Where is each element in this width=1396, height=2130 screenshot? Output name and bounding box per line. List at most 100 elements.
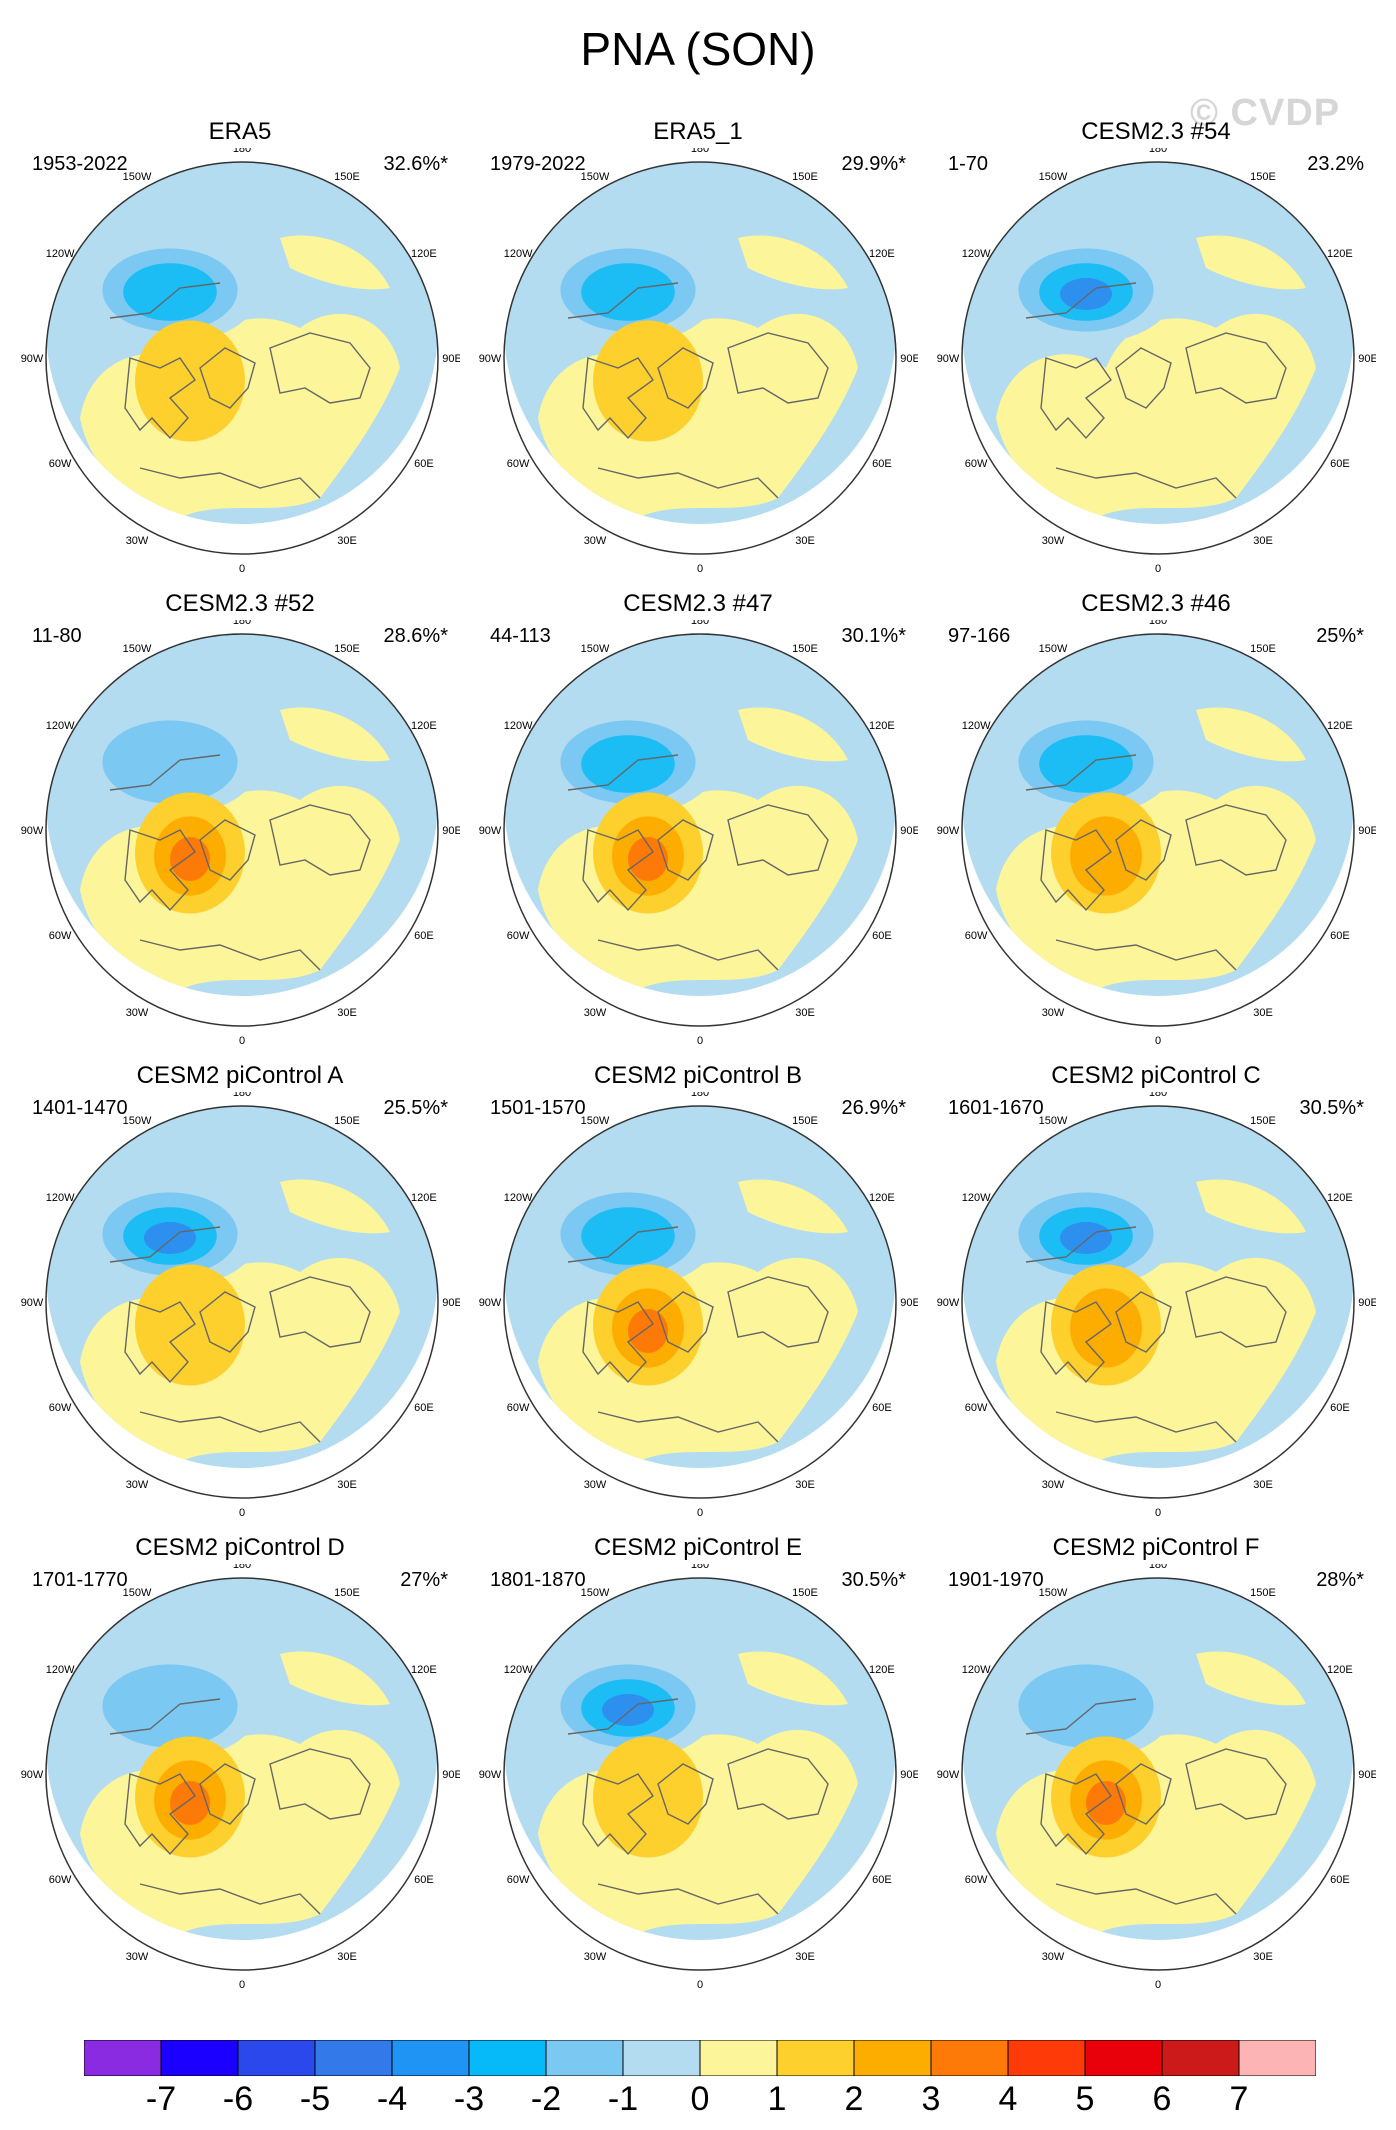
coastline — [567, 282, 679, 319]
positive-contour — [628, 1309, 668, 1353]
colorbar-tick-label: -4 — [376, 2080, 408, 2118]
negative-contour — [1060, 1222, 1112, 1254]
longitude-label: 30W — [126, 535, 149, 547]
longitude-label: 90W — [937, 353, 960, 365]
coastline — [1040, 1773, 1112, 1856]
positive-contour — [135, 1264, 245, 1386]
coastline — [269, 1748, 371, 1820]
coastline — [199, 1763, 256, 1825]
longitude-label: 180 — [691, 148, 709, 155]
map-boundary — [45, 161, 439, 555]
positive-region — [1196, 707, 1306, 762]
polar-map: 180 150W 150E 120W 120E 90W 90E 60W 60E 30W 30E 0 — [937, 1564, 1376, 1991]
longitude-label: 180 — [1149, 620, 1167, 627]
longitude-label: 60E — [1330, 930, 1350, 942]
colorbar-swatch — [1007, 2040, 1086, 2076]
map-panel: CESM2 piControl C 1601-1670 30.5%* 180 150W 1… — [936, 1062, 1376, 1522]
panel-period: 1501-1570 — [490, 1097, 586, 1119]
longitude-label: 90E — [900, 825, 918, 837]
longitude-label: 150W — [581, 1115, 610, 1127]
longitude-label: 30E — [795, 1479, 815, 1491]
coastline — [657, 819, 714, 881]
panel-title: CESM2 piControl E — [593, 1534, 803, 1561]
longitude-label: 60E — [414, 458, 434, 470]
negative-contour — [123, 263, 217, 321]
panel-percent-variance: 32.6%* — [383, 153, 449, 175]
longitude-label: 90E — [1358, 1297, 1376, 1309]
longitude-label: 0 — [1155, 1035, 1161, 1047]
coastline — [1040, 1301, 1112, 1384]
coastline — [582, 357, 654, 440]
longitude-label: 30E — [1253, 1007, 1273, 1019]
longitude-label: 90E — [1358, 825, 1376, 837]
longitude-label: 60W — [49, 1402, 72, 1414]
map-boundary — [45, 1577, 439, 1971]
coastline — [582, 829, 654, 912]
negative-contour — [1060, 278, 1112, 310]
longitude-label: 60E — [414, 1402, 434, 1414]
panel-title: CESM2.3 #47 — [623, 590, 773, 617]
coastline — [582, 1301, 654, 1384]
longitude-label: 60E — [1330, 1402, 1350, 1414]
coastline — [199, 819, 256, 881]
longitude-label: 150W — [123, 643, 152, 655]
longitude-label: 90W — [21, 353, 44, 365]
panel-period: 1-70 — [948, 153, 989, 175]
coastline — [1185, 804, 1287, 876]
coastline — [109, 1698, 221, 1735]
coastline — [124, 1301, 196, 1384]
longitude-label: 180 — [233, 620, 251, 627]
map-field — [46, 634, 438, 996]
panel-period: 1401-1470 — [32, 1097, 128, 1119]
positive-region — [738, 1179, 848, 1234]
panel-percent-variance: 25%* — [1316, 625, 1364, 647]
colorbar-swatch — [545, 2040, 624, 2076]
map-field — [962, 1106, 1354, 1468]
map-boundary — [503, 1105, 897, 1499]
map-field — [46, 1578, 438, 1940]
map-field — [46, 162, 438, 524]
coastline — [109, 1226, 221, 1263]
longitude-label: 120E — [1327, 248, 1353, 260]
longitude-label: 90W — [479, 825, 502, 837]
map-panel: CESM2 piControl B 1501-1570 26.9%* 180 150W 1… — [478, 1062, 918, 1522]
colorbar-swatch — [699, 2040, 778, 2076]
longitude-label: 120E — [869, 720, 895, 732]
longitude-label: 60W — [49, 930, 72, 942]
panel-percent-variance: 29.9%* — [841, 153, 907, 175]
longitude-label: 60W — [507, 458, 530, 470]
panel-period: 1701-1770 — [32, 1569, 128, 1591]
panel-percent-variance: 30.1%* — [841, 625, 907, 647]
colorbar-swatch — [160, 2040, 239, 2076]
longitude-label: 60W — [965, 1402, 988, 1414]
longitude-label: 150E — [334, 1587, 360, 1599]
longitude-label: 30W — [584, 535, 607, 547]
panel-period: 1901-1970 — [948, 1569, 1044, 1591]
coastline — [1040, 829, 1112, 912]
longitude-label: 90W — [937, 1297, 960, 1309]
longitude-label: 180 — [233, 148, 251, 155]
longitude-label: 60E — [872, 458, 892, 470]
polar-map: 180 150W 150E 120W 120E 90W 90E 60W 60E 30W 30E 0 — [21, 1092, 460, 1519]
map-boundary — [961, 633, 1355, 1027]
panel-title: CESM2.3 #52 — [165, 590, 315, 617]
longitude-label: 30W — [1042, 535, 1065, 547]
longitude-label: 30W — [584, 1007, 607, 1019]
longitude-label: 120W — [46, 720, 75, 732]
longitude-label: 60W — [965, 930, 988, 942]
longitude-label: 30E — [795, 1951, 815, 1963]
map-panel: CESM2 piControl F 1901-1970 28%* 180 150W 150… — [936, 1534, 1376, 1994]
colorbar-tick-label: 0 — [690, 2080, 710, 2118]
map-boundary — [503, 633, 897, 1027]
longitude-label: 120W — [46, 1664, 75, 1676]
map-field — [504, 634, 896, 996]
map-boundary — [45, 1105, 439, 1499]
positive-region — [1196, 1651, 1306, 1706]
positive-region — [738, 235, 848, 290]
panel-title: CESM2.3 #54 — [1081, 118, 1231, 145]
longitude-label: 30E — [795, 535, 815, 547]
longitude-label: 0 — [697, 1035, 703, 1047]
longitude-label: 150W — [123, 171, 152, 183]
longitude-label: 180 — [1149, 148, 1167, 155]
longitude-label: 120E — [1327, 1664, 1353, 1676]
